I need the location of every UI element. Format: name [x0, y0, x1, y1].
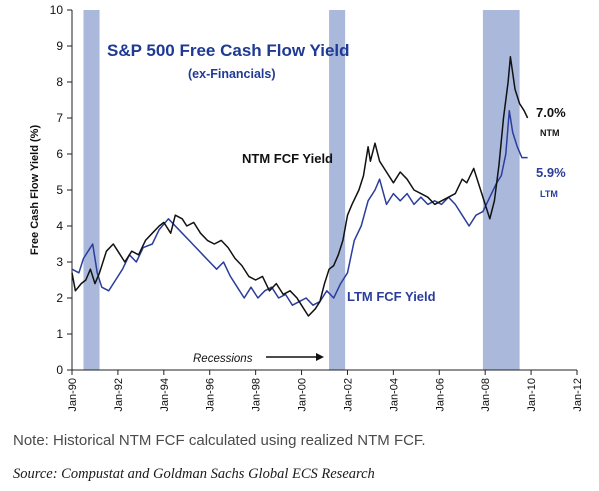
- y-tick-label: 10: [50, 3, 64, 17]
- x-tick-label: Jan-90: [67, 378, 79, 412]
- y-tick-label: 8: [56, 75, 63, 89]
- recessions-label: Recessions: [193, 353, 253, 365]
- recession-bands: [83, 10, 520, 370]
- y-tick-label: 2: [56, 291, 63, 305]
- series-line-ntm-fcf-yield: [71, 56, 529, 317]
- series-line-ltm-fcf-yield: [71, 110, 528, 306]
- ntm-end-sub-label: NTM: [540, 128, 560, 138]
- y-tick-label: 7: [56, 111, 63, 125]
- recessions-arrow: [266, 353, 324, 361]
- x-tick-label: Jan-00: [297, 378, 309, 412]
- y-tick-label: 0: [56, 363, 63, 377]
- y-tick-labels: 0 1 2 3 4 5 6 7 8 9 10: [50, 3, 64, 377]
- chart-title: S&P 500 Free Cash Flow Yield: [107, 41, 350, 60]
- x-tick-label: Jan-96: [205, 378, 217, 412]
- recession-band-2: [482, 10, 520, 370]
- recession-band-0: [83, 10, 100, 370]
- footnote: Note: Historical NTM FCF calculated usin…: [13, 432, 426, 449]
- y-tick-label: 1: [56, 327, 63, 341]
- recession-band-1: [329, 10, 346, 370]
- x-tick-label: Jan-98: [251, 378, 263, 412]
- y-tick-label: 5: [56, 183, 63, 197]
- x-tick-label: Jan-92: [113, 378, 125, 412]
- x-tick-label: Jan-06: [434, 378, 446, 412]
- ntm-end-value-label: 7.0%: [536, 105, 566, 120]
- ntm-series-label: NTM FCF Yield: [242, 151, 333, 166]
- ltm-end-value-label: 5.9%: [536, 165, 566, 180]
- source-line: Source: Compustat and Goldman Sachs Glob…: [13, 466, 375, 482]
- x-tick-label: Jan-02: [342, 378, 354, 412]
- ltm-series-label: LTM FCF Yield: [347, 289, 436, 304]
- axes: [67, 9, 578, 375]
- y-tick-label: 9: [56, 39, 63, 53]
- y-tick-label: 3: [56, 255, 63, 269]
- series-lines: [71, 56, 529, 317]
- x-tick-label: Jan-08: [480, 378, 492, 412]
- x-tick-label: Jan-10: [526, 378, 538, 412]
- x-tick-label: Jan-94: [159, 378, 171, 412]
- y-tick-label: 6: [56, 147, 63, 161]
- x-tick-label: Jan-04: [388, 378, 400, 412]
- ltm-end-sub-label: LTM: [540, 189, 558, 199]
- y-axis-label: Free Cash Flow Yield (%): [29, 125, 41, 256]
- chart-subtitle: (ex-Financials): [188, 67, 276, 81]
- x-tick-label: Jan-12: [572, 378, 584, 412]
- y-tick-label: 4: [56, 219, 63, 233]
- x-tick-labels: Jan-90 Jan-92 Jan-94 Jan-96 Jan-98 Jan-00 Jan-…: [67, 378, 584, 412]
